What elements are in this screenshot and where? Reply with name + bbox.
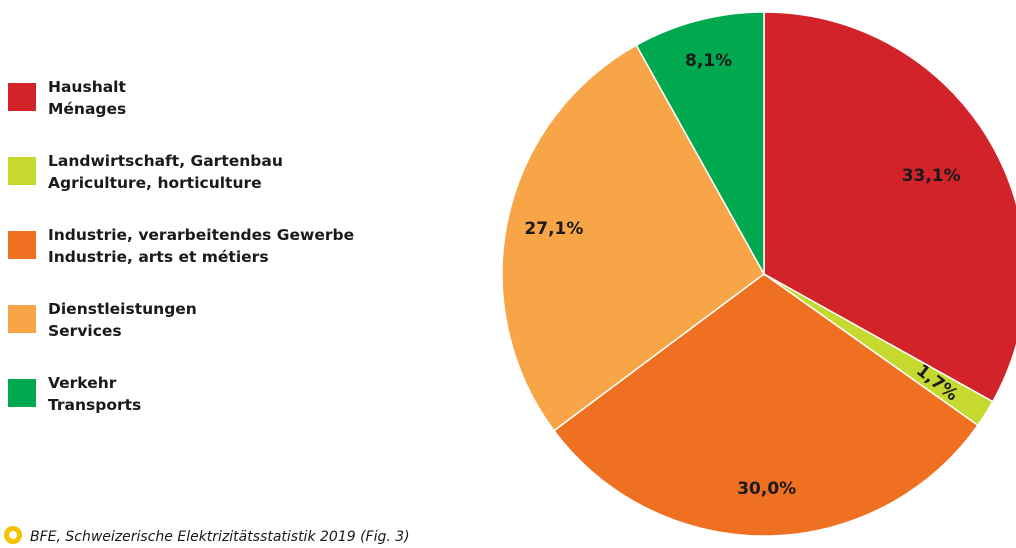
slice-value-label: 30,0%: [737, 479, 796, 499]
legend-item: Dienstleistungen Services: [8, 298, 418, 342]
legend-label-fr: Industrie, arts et métiers: [48, 248, 269, 266]
legend-label-fr: Services: [48, 322, 122, 340]
legend-label-fr: Agriculture, horticulture: [48, 174, 262, 192]
pie-slice: [635, 11, 765, 277]
source-text: BFE, Schweizerische Elektrizitätsstatist…: [30, 529, 410, 545]
legend-label: Landwirtschaft, Gartenbau Agriculture, ho…: [48, 150, 283, 194]
legend-label-fr: Transports: [48, 396, 142, 414]
source-icon: [4, 526, 22, 544]
legend-swatch: [8, 305, 36, 333]
legend-label-de: Verkehr: [48, 374, 117, 392]
legend-item: Verkehr Transports: [8, 372, 418, 416]
legend-item: Haushalt Ménages: [8, 76, 418, 120]
chart-legend: Haushalt Ménages Landwirtschaft, Gartenbau…: [0, 0, 420, 536]
pie-slice: [501, 44, 765, 432]
legend-label: Dienstleistungen Services: [48, 298, 197, 342]
legend-label-fr: Ménages: [48, 100, 127, 118]
legend-label-de: Dienstleistungen: [48, 300, 197, 318]
pie-chart: 33,1%1,7%30,0%27,1%8,1%: [501, 11, 1016, 536]
slice-value-label: 27,1%: [524, 219, 583, 239]
legend-item: Industrie, verarbeitendes Gewerbe Industr…: [8, 224, 418, 268]
pie-slice: [763, 11, 1016, 403]
legend-label-de: Landwirtschaft, Gartenbau: [48, 152, 283, 170]
legend-label: Verkehr Transports: [48, 372, 141, 416]
legend-swatch: [8, 231, 36, 259]
slice-value-label: 8,1%: [685, 51, 732, 71]
legend-swatch: [8, 379, 36, 407]
legend-label: Industrie, verarbeitendes Gewerbe Industr…: [48, 224, 354, 268]
legend-swatch: [8, 157, 36, 185]
slice-value-label: 33,1%: [902, 166, 961, 186]
legend-label-de: Haushalt: [48, 78, 126, 96]
legend-item: Landwirtschaft, Gartenbau Agriculture, ho…: [8, 150, 418, 194]
legend-swatch: [8, 83, 36, 111]
source-note: BFE, Schweizerische Elektrizitätsstatist…: [4, 526, 410, 548]
legend-label-de: Industrie, verarbeitendes Gewerbe: [48, 226, 355, 244]
legend-label: Haushalt Ménages: [48, 76, 126, 120]
